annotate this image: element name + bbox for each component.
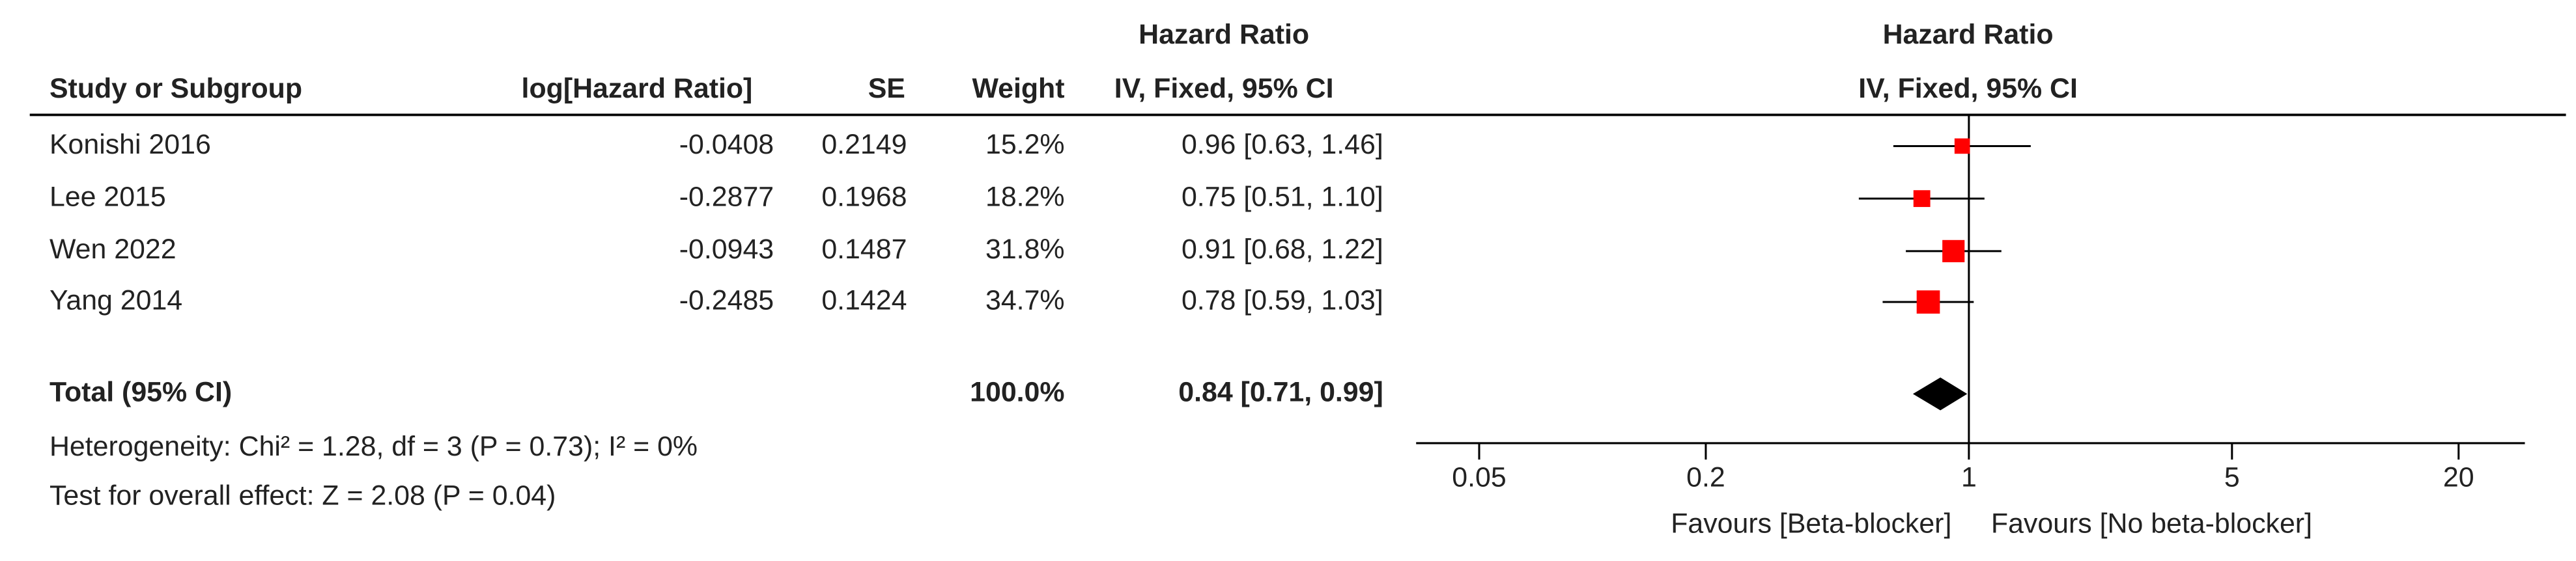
heterogeneity: Heterogeneity: Chi² = 1.28, df = 3 (P = …	[50, 431, 698, 462]
overall-effect: Test for overall effect: Z = 2.08 (P = 0…	[50, 480, 556, 511]
study-name: Konishi 2016	[50, 129, 211, 160]
column-header: log[Hazard Ratio]	[522, 73, 753, 104]
study-name: Yang 2014	[50, 284, 182, 316]
table-header-sub: IV, Fixed, 95% CI	[1114, 73, 1334, 104]
hazard-ratio-ci: 0.75 [0.51, 1.10]	[1182, 181, 1383, 212]
log-hr: -0.0943	[679, 234, 774, 265]
se: 0.1424	[821, 284, 907, 316]
total-name: Total (95% CI)	[50, 377, 232, 408]
point-estimate	[1954, 138, 1970, 154]
se: 0.1968	[821, 181, 907, 212]
log-hr: -0.2485	[679, 284, 774, 316]
plot-header-top: Hazard Ratio	[1883, 19, 2054, 50]
total-diamond	[1912, 377, 1968, 411]
total-ci: 0.84 [0.71, 0.99]	[1178, 377, 1383, 408]
weight: 18.2%	[985, 181, 1065, 212]
x-tick-label: 5	[2224, 462, 2240, 493]
favours-right: Favours [No beta-blocker]	[1991, 508, 2312, 539]
table-header-top: Hazard Ratio	[1139, 19, 1309, 50]
weight: 34.7%	[985, 284, 1065, 316]
x-tick-label: 1	[1961, 462, 1977, 493]
point-estimate	[1913, 190, 1931, 208]
se: 0.2149	[821, 129, 907, 160]
study-name: Wen 2022	[50, 234, 177, 265]
log-hr: -0.2877	[679, 181, 774, 212]
hazard-ratio-ci: 0.78 [0.59, 1.03]	[1182, 284, 1383, 316]
x-tick-label: 20	[2443, 462, 2474, 493]
point-estimate	[1916, 290, 1940, 314]
plot-header-sub: IV, Fixed, 95% CI	[1858, 73, 2078, 104]
x-tick-label: 0.05	[1452, 462, 1506, 493]
weight: 31.8%	[985, 234, 1065, 265]
hazard-ratio-ci: 0.91 [0.68, 1.22]	[1182, 234, 1383, 265]
column-header: Weight	[972, 73, 1064, 104]
point-estimate	[1942, 239, 1965, 262]
total-weight: 100.0%	[970, 377, 1064, 408]
study-name: Lee 2015	[50, 181, 166, 212]
column-header: SE	[868, 73, 905, 104]
favours-left: Favours [Beta-blocker]	[1671, 508, 1951, 539]
log-hr: -0.0408	[679, 129, 774, 160]
x-tick-label: 0.2	[1686, 462, 1725, 493]
column-header: Study or Subgroup	[50, 73, 302, 104]
se: 0.1487	[821, 234, 907, 265]
hazard-ratio-ci: 0.96 [0.63, 1.46]	[1182, 129, 1383, 160]
weight: 15.2%	[985, 129, 1065, 160]
